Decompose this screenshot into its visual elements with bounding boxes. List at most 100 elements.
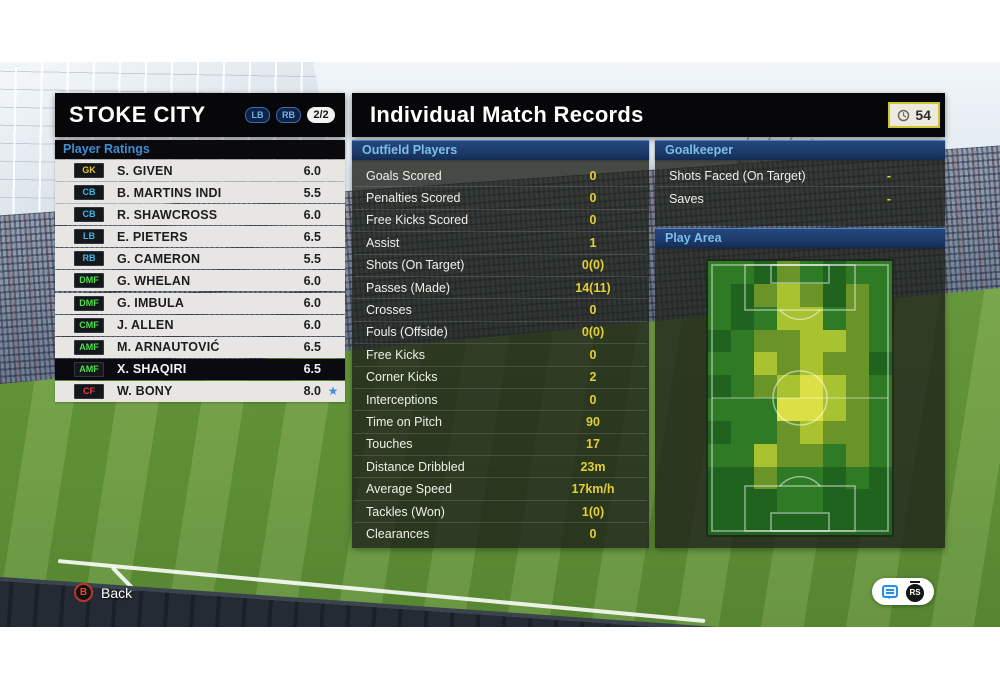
play-area-panel	[655, 248, 945, 548]
player-rating: 6.0	[303, 207, 321, 222]
outfield-stats-panel: Goals Scored 0 Penalties Scored 0 Free Kicks…	[352, 160, 649, 548]
clock-icon	[898, 109, 910, 121]
player-rating: 6.0	[303, 318, 321, 333]
stat-value: 1(0)	[581, 504, 605, 519]
right-stick-icon[interactable]: RS	[906, 580, 924, 602]
player-row[interactable]: AMF M. ARNAUTOVIĆ 6.5	[55, 336, 345, 358]
player-name: S. GIVEN	[117, 163, 173, 178]
stat-row: Passes (Made) 14(11)	[354, 277, 647, 300]
lb-bumper-icon[interactable]: LB	[245, 107, 270, 123]
player-row[interactable]: AMF X. SHAQIRI 6.5	[55, 358, 345, 380]
stat-label: Assist	[366, 235, 400, 250]
stat-row: Average Speed 17km/h	[354, 478, 647, 501]
back-control[interactable]: B Back	[74, 583, 132, 602]
player-name: G. WHELAN	[117, 273, 191, 288]
heatmap-cell	[869, 489, 892, 513]
heatmap-cell	[869, 283, 892, 307]
player-name: M. ARNAUTOVIĆ	[117, 340, 220, 355]
player-row[interactable]: CB B. MARTINS INDI 5.5	[55, 182, 345, 204]
stat-value: 17	[586, 437, 600, 452]
heatmap-cell	[754, 398, 777, 421]
stat-label: Free Kicks Scored	[366, 213, 469, 228]
heatmap-cell	[754, 329, 777, 353]
heatmap-cell	[731, 261, 754, 284]
stat-value: 0(0)	[581, 258, 605, 273]
player-name: X. SHAQIRI	[117, 362, 187, 377]
heatmap-cell	[754, 352, 777, 376]
chat-icon[interactable]	[882, 585, 898, 599]
stat-row: Distance Dribbled 23m	[354, 456, 647, 479]
stat-label: Passes (Made)	[366, 280, 451, 295]
stat-value: 1	[589, 235, 597, 250]
hint-pill: RS	[872, 578, 934, 605]
heatmap-cell	[777, 512, 800, 535]
player-ratings-header: Player Ratings	[55, 140, 345, 159]
position-badge: CB	[74, 207, 104, 223]
player-name: G. CAMERON	[117, 251, 201, 266]
heatmap-cell	[708, 398, 731, 421]
player-rating: 6.5	[303, 362, 321, 377]
heatmap-cell	[823, 329, 846, 353]
player-row[interactable]: CB R. SHAWCROSS 6.0	[55, 204, 345, 226]
heatmap-cell	[708, 443, 731, 467]
heatmap-cell	[731, 375, 754, 398]
b-button-icon[interactable]: B	[74, 583, 93, 602]
stat-value: 0	[589, 213, 597, 228]
heatmap-cell	[846, 398, 869, 421]
rb-bumper-icon[interactable]: RB	[276, 107, 301, 123]
stat-value: 0	[589, 191, 597, 206]
heatmap-cell	[823, 489, 846, 513]
heatmap-cell	[708, 329, 731, 353]
heatmap-cell	[869, 398, 892, 421]
stat-value: 17km/h	[571, 482, 615, 497]
stat-label: Goals Scored	[366, 168, 442, 183]
player-ratings-list: GK S. GIVEN 6.0 CB B. MARTINS INDI 5.5 CB R. SH…	[55, 160, 345, 403]
page-title: Individual Match Records	[370, 102, 644, 127]
player-row[interactable]: CMF J. ALLEN 6.0	[55, 314, 345, 336]
stat-row: Shots Faced (On Target) -	[657, 165, 943, 188]
heatmap-cell	[777, 283, 800, 307]
heatmap-cell	[800, 261, 823, 284]
heatmap-cell	[708, 375, 731, 398]
player-name: G. IMBULA	[117, 296, 185, 311]
stat-label: Crosses	[366, 303, 412, 318]
position-badge: CMF	[74, 317, 104, 333]
heatmap-cell	[754, 283, 777, 307]
stat-row: Interceptions 0	[354, 389, 647, 412]
heatmap-cell	[754, 420, 777, 444]
stat-value: -	[886, 168, 892, 183]
heatmap-cell	[800, 283, 823, 307]
heatmap-cell	[777, 375, 800, 398]
player-row[interactable]: RB G. CAMERON 5.5	[55, 248, 345, 270]
stat-row: Crosses 0	[354, 299, 647, 322]
stat-value: 23m	[580, 459, 606, 474]
stat-row: Corner Kicks 2	[354, 367, 647, 389]
heatmap-cell	[846, 261, 869, 284]
heatmap-cell	[800, 329, 823, 353]
goalkeeper-stats-panel: Shots Faced (On Target) - Saves -	[655, 160, 945, 226]
play-area-header: Play Area	[655, 228, 945, 248]
heatmap-cell	[846, 352, 869, 376]
heatmap-cell	[800, 398, 823, 421]
stat-label: Interceptions	[366, 392, 438, 407]
heatmap-cell	[708, 283, 731, 307]
player-name: J. ALLEN	[117, 318, 174, 333]
play-area-heatmap	[708, 261, 892, 535]
player-rating: 6.5	[303, 229, 321, 244]
player-row[interactable]: CF W. BONY 8.0 ★	[55, 380, 345, 402]
player-row[interactable]: DMF G. IMBULA 6.0	[55, 292, 345, 314]
stat-label: Average Speed	[366, 482, 452, 497]
stat-value: 0	[589, 303, 597, 318]
back-label: Back	[101, 584, 133, 601]
heatmap-cell	[731, 329, 754, 353]
player-rating: 6.0	[303, 273, 321, 288]
player-row[interactable]: GK S. GIVEN 6.0	[55, 160, 345, 181]
stat-row: Fouls (Offside) 0(0)	[354, 322, 647, 345]
player-row[interactable]: LB E. PIETERS 6.5	[55, 226, 345, 248]
heatmap-cell	[800, 512, 823, 535]
player-row[interactable]: DMF G. WHELAN 6.0	[55, 270, 345, 292]
heatmap-cell	[731, 466, 754, 490]
heatmap-cell	[731, 512, 754, 535]
heatmap-cell	[869, 329, 892, 353]
player-rating: 5.5	[303, 185, 321, 200]
